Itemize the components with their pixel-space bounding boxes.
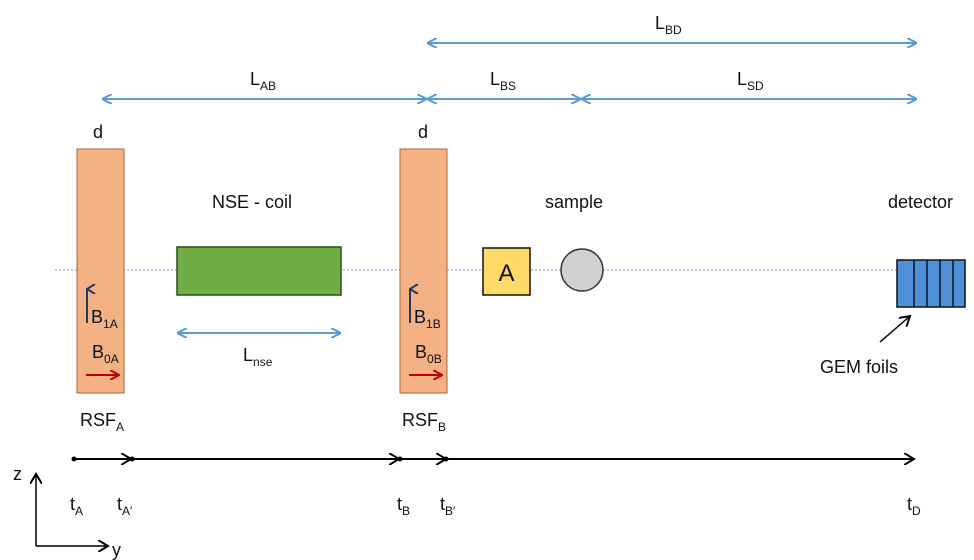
- detector-box: [896, 259, 966, 308]
- y-axis-label: y: [112, 540, 121, 560]
- sample-label: sample: [545, 192, 603, 212]
- time-point-a: [71, 456, 77, 462]
- time-point-a-prime: [129, 456, 135, 462]
- rsf-a-name-label: RSFA: [80, 410, 124, 434]
- time-label-a: tA: [70, 494, 83, 518]
- analyzer-box: [482, 247, 531, 296]
- detector: detector GEM foils: [820, 192, 966, 377]
- z-axis-label: z: [13, 464, 22, 484]
- label-l-sd: LSD: [737, 69, 764, 93]
- rsf-b-block: [399, 148, 448, 394]
- label-l-ab: LAB: [250, 69, 276, 93]
- b0a-label: B0A: [92, 342, 119, 366]
- time-point-b: [397, 456, 403, 462]
- nse-coil: NSE - coil: [176, 192, 342, 296]
- analyzer-label: A: [498, 260, 514, 287]
- rsf-b-name-label: RSFB: [402, 410, 446, 434]
- label-l-nse: Lnse: [243, 345, 273, 369]
- time-axis: tA tA′ tB tB′ tD: [70, 456, 921, 518]
- time-label-a-prime: tA′: [117, 494, 133, 518]
- nse-coil-label: NSE - coil: [212, 192, 292, 212]
- b1a-label: B1A: [91, 307, 118, 331]
- analyzer: A: [482, 247, 531, 296]
- rsf-b: d B1B B0B RSFB: [399, 122, 448, 434]
- time-label-d: tD: [907, 494, 921, 518]
- rsf-b-thickness-label: d: [418, 122, 428, 142]
- sample: sample: [545, 192, 604, 292]
- sample-circle: [560, 248, 604, 292]
- time-label-b-prime: tB′: [440, 494, 456, 518]
- gem-foils-label: GEM foils: [820, 357, 898, 377]
- label-l-bs: LBS: [490, 69, 516, 93]
- b1b-label: B1B: [414, 307, 441, 331]
- gem-foils-pointer: [879, 316, 910, 343]
- b0b-label: B0B: [415, 342, 442, 366]
- time-point-b-prime: [443, 456, 449, 462]
- nse-coil-block: [176, 246, 342, 296]
- rsf-a-block: [76, 148, 125, 394]
- label-l-bd: LBD: [655, 13, 682, 37]
- rsf-a-thickness-label: d: [93, 122, 103, 142]
- coordinate-axes: z y: [13, 464, 121, 560]
- time-label-b: tB: [397, 494, 410, 518]
- dimension-arrows: [103, 43, 916, 333]
- detector-label: detector: [888, 192, 953, 212]
- rsf-a: d B1A B0A RSFA: [76, 122, 125, 434]
